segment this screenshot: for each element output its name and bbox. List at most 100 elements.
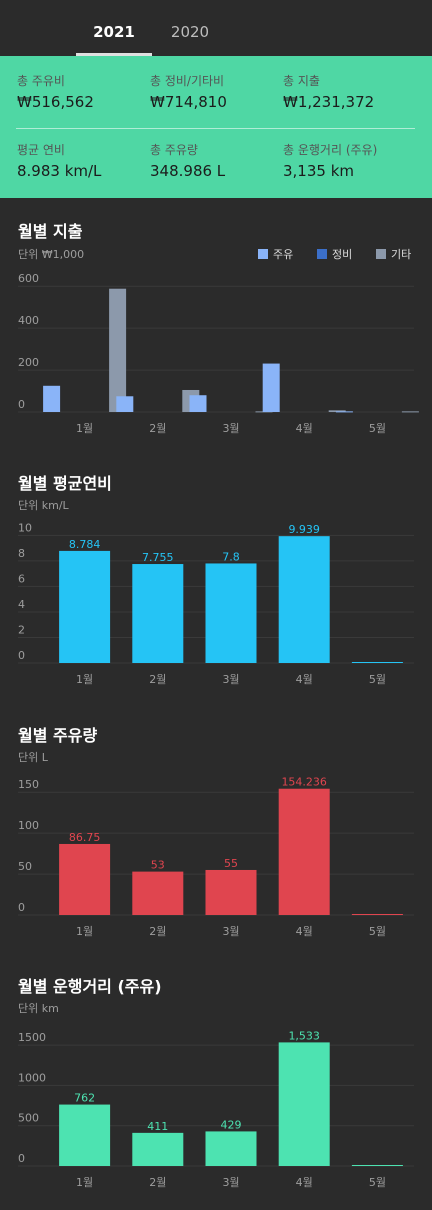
y-tick-label: 2 <box>18 623 25 636</box>
year-tabs: 2021 2020 <box>0 0 432 56</box>
data-label: 8.784 <box>69 538 101 551</box>
bar <box>328 410 346 412</box>
x-tick-label: 5월 <box>369 422 386 435</box>
bar <box>59 550 111 663</box>
x-tick-label: 2월 <box>149 1176 166 1189</box>
x-tick-label: 4월 <box>296 1176 313 1189</box>
summary-value: 348.986 L <box>150 162 226 180</box>
y-tick-label: 600 <box>18 272 39 285</box>
y-tick-label: 0 <box>18 398 25 411</box>
legend-label: 기타 <box>391 248 412 261</box>
data-label: 86.75 <box>69 831 101 844</box>
legend-swatch <box>376 249 386 259</box>
summary-label: 총 주유비 <box>17 74 65 88</box>
x-tick-label: 3월 <box>222 673 239 686</box>
y-tick-label: 200 <box>18 356 39 369</box>
legend-other: 기타 <box>376 246 411 262</box>
summary-value: ₩714,810 <box>150 93 227 111</box>
data-label: 55 <box>224 857 238 870</box>
legend-swatch <box>258 249 268 259</box>
data-label: 411 <box>147 1120 168 1133</box>
y-tick-label: 400 <box>18 314 39 327</box>
summary-avg-efficiency: 평균 연비 8.983 km/L <box>17 142 147 182</box>
y-tick-label: 0 <box>18 1152 25 1165</box>
bar <box>205 1131 257 1166</box>
x-tick-label: 4월 <box>296 673 313 686</box>
legend-maintenance: 정비 <box>317 246 352 262</box>
y-tick-label: 150 <box>18 778 39 791</box>
bar <box>262 363 280 412</box>
bar <box>335 411 353 413</box>
expense-chart: 0 200 400 600 1월 2월 3월 4월 5월 <box>18 272 419 435</box>
x-tick-label: 1월 <box>76 1176 93 1189</box>
data-label: 1,533 <box>288 1029 320 1042</box>
bar <box>132 1132 184 1166</box>
y-tick-label: 500 <box>18 1112 39 1125</box>
y-tick-label: 0 <box>18 901 25 914</box>
bar <box>401 411 419 413</box>
data-label: 7.8 <box>222 550 240 563</box>
fuel-volume-chart-unit: 단위 L <box>18 751 48 764</box>
data-label: 9.939 <box>288 523 320 536</box>
expense-chart-title: 월별 지출 <box>18 222 83 241</box>
y-tick-label: 10 <box>18 521 32 534</box>
x-tick-label: 5월 <box>369 673 386 686</box>
tab-2020[interactable]: 2020 <box>170 23 210 41</box>
summary-value: ₩1,231,372 <box>283 93 375 111</box>
summary-total-expense: 총 지출 ₩1,231,372 <box>283 73 413 113</box>
legend-swatch <box>317 249 327 259</box>
summary-label: 총 운행거리 (주유) <box>283 143 378 157</box>
y-tick-label: 100 <box>18 819 39 832</box>
bar <box>351 914 403 915</box>
y-tick-label: 50 <box>18 860 32 873</box>
summary-total-fuel-volume: 총 주유량 348.986 L <box>150 142 280 182</box>
legend-label: 주유 <box>273 248 294 261</box>
bar <box>205 869 257 915</box>
bar <box>59 843 111 915</box>
summary-value: 3,135 km <box>283 162 355 180</box>
y-tick-label: 1000 <box>18 1071 46 1084</box>
data-label: 762 <box>74 1092 95 1105</box>
distance-chart: 0 500 1000 1500 1월 2월 3월 4월 5월 762 411 429 1,533 <box>18 1029 414 1189</box>
data-label: 53 <box>151 859 165 872</box>
x-tick-label: 1월 <box>76 422 93 435</box>
summary-divider <box>16 128 415 129</box>
bar <box>109 288 127 412</box>
bar <box>59 1104 111 1166</box>
bar <box>278 536 330 663</box>
efficiency-chart-unit: 단위 km/L <box>18 499 69 512</box>
bar <box>278 1042 330 1166</box>
bar <box>351 1165 403 1166</box>
bar <box>278 788 330 915</box>
distance-chart-unit: 단위 km <box>18 1002 59 1015</box>
data-label: 7.755 <box>142 551 174 564</box>
y-tick-label: 1500 <box>18 1031 46 1044</box>
fuel-volume-chart-title: 월별 주유량 <box>18 726 98 745</box>
y-tick-label: 0 <box>18 649 25 662</box>
distance-chart-title: 월별 운행거리 (주유) <box>18 977 162 996</box>
x-tick-label: 2월 <box>149 673 166 686</box>
efficiency-chart: 0 2 4 6 8 10 1월 2월 3월 4월 5월 8.784 7.755 7.8 9.939 <box>18 521 414 686</box>
bar <box>116 396 134 412</box>
bar <box>205 563 257 663</box>
legend-label: 정비 <box>332 248 353 261</box>
x-tick-label: 2월 <box>149 925 166 938</box>
y-tick-label: 4 <box>18 598 25 611</box>
data-label: 429 <box>221 1118 242 1131</box>
tab-2021[interactable]: 2021 <box>93 23 135 41</box>
x-tick-label: 3월 <box>222 925 239 938</box>
bar <box>132 871 184 915</box>
summary-label: 총 정비/기타비 <box>150 74 225 88</box>
data-label: 154.236 <box>281 776 327 789</box>
y-tick-label: 8 <box>18 547 25 560</box>
x-tick-label: 3월 <box>222 422 239 435</box>
summary-label: 총 지출 <box>283 74 320 88</box>
x-tick-label: 1월 <box>76 925 93 938</box>
x-tick-label: 2월 <box>149 422 166 435</box>
legend-fuel: 주유 <box>258 246 293 262</box>
bar <box>43 385 61 412</box>
summary-label: 평균 연비 <box>17 143 65 157</box>
bar <box>132 564 184 663</box>
summary-total-maintenance-cost: 총 정비/기타비 ₩714,810 <box>150 73 280 113</box>
summary-total-fuel-cost: 총 주유비 ₩516,562 <box>17 73 147 113</box>
